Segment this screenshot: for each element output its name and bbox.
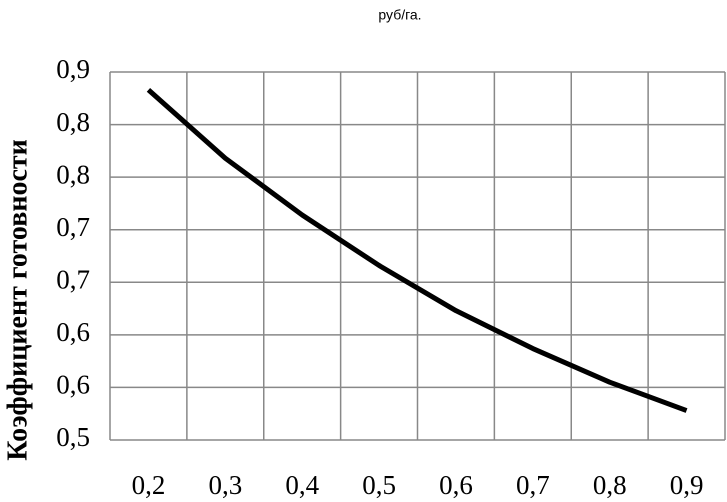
x-tick-label: 0,7 — [516, 470, 550, 500]
y-axis-label: Коэффициент готовности — [2, 139, 33, 461]
y-tick-label: 0,8 — [56, 159, 90, 189]
y-tick-label: 0,6 — [56, 370, 90, 400]
line — [146, 88, 688, 413]
chart-title: руб/га. — [378, 7, 421, 23]
y-tick-label: 0,5 — [56, 422, 90, 452]
y-tick-label: 0,9 — [56, 54, 90, 84]
x-tick-label: 0,3 — [208, 470, 242, 500]
y-tick-label: 0,8 — [56, 107, 90, 137]
x-tick-label: 0,4 — [285, 470, 319, 500]
y-tick-label: 0,7 — [56, 212, 90, 242]
y-tick-label: 0,6 — [56, 317, 90, 347]
x-tick-label: 0,9 — [670, 470, 704, 500]
y-tick-label: 0,7 — [56, 264, 90, 294]
x-tick-label: 0,6 — [439, 470, 473, 500]
x-tick-label: 0,5 — [362, 470, 396, 500]
x-tick-label: 0,2 — [132, 470, 166, 500]
x-tick-label: 0,8 — [593, 470, 627, 500]
